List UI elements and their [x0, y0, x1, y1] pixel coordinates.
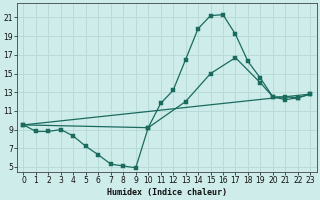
X-axis label: Humidex (Indice chaleur): Humidex (Indice chaleur) [107, 188, 227, 197]
